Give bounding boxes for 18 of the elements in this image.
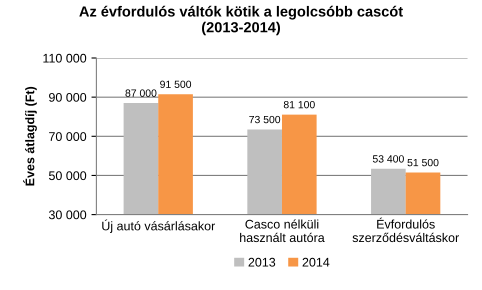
x-tick-label: Casco nélküli használt autóra bbox=[240, 219, 325, 242]
data-label: 87 000 bbox=[125, 89, 156, 97]
y-axis-title: Éves átlagdíj (Ft) bbox=[23, 86, 37, 186]
y-tick-label: 90 000 bbox=[49, 92, 86, 102]
data-label: 53 400 bbox=[372, 155, 404, 163]
data-label: 91 500 bbox=[160, 80, 192, 88]
chart-title: Az évfordulós váltók kötik a legolcsóbb cascót (2013-2014) bbox=[79, 6, 403, 36]
y-tick-label: 50 000 bbox=[48, 171, 86, 180]
x-tick-label: Új autó vásárlásakor bbox=[102, 219, 216, 233]
y-tick-label: 30 000 bbox=[48, 210, 86, 220]
x-tick-label: Évfordulós szerződésváltáskor bbox=[352, 218, 459, 242]
y-tick-label: 70 000 bbox=[49, 132, 86, 141]
data-label: 51 500 bbox=[407, 158, 439, 166]
legend-label: 2014 bbox=[302, 258, 330, 267]
data-label: 81 100 bbox=[284, 100, 315, 108]
data-label: 73 500 bbox=[249, 116, 280, 124]
legend-label: 2013 bbox=[248, 258, 276, 267]
y-tick-label: 110 000 bbox=[43, 54, 86, 63]
